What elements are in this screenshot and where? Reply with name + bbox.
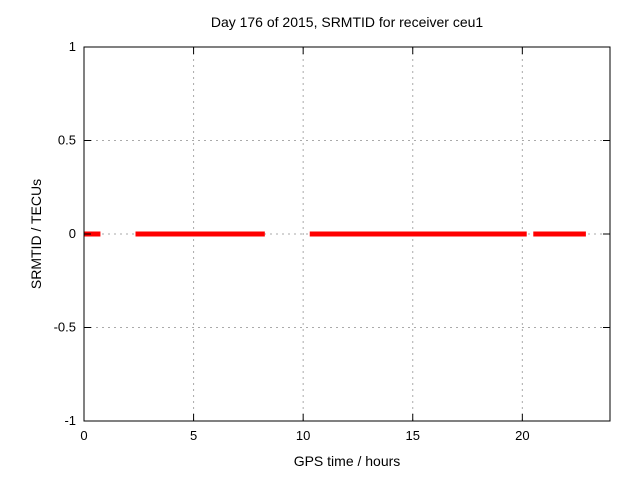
x-tick-label: 0 (80, 428, 87, 443)
x-tick-label: 10 (296, 428, 310, 443)
y-tick-label: 1 (69, 39, 76, 54)
x-tick-label: 20 (515, 428, 529, 443)
x-tick-label: 5 (190, 428, 197, 443)
y-tick-label: -1 (64, 413, 76, 428)
chart-title: Day 176 of 2015, SRMTID for receiver ceu… (210, 14, 484, 30)
y-tick-label: -0.5 (54, 320, 76, 335)
x-axis-label: GPS time / hours (293, 453, 401, 469)
x-tick-label: 15 (406, 428, 420, 443)
y-tick-label: 0 (69, 226, 76, 241)
y-tick-label: 0.5 (58, 133, 76, 148)
